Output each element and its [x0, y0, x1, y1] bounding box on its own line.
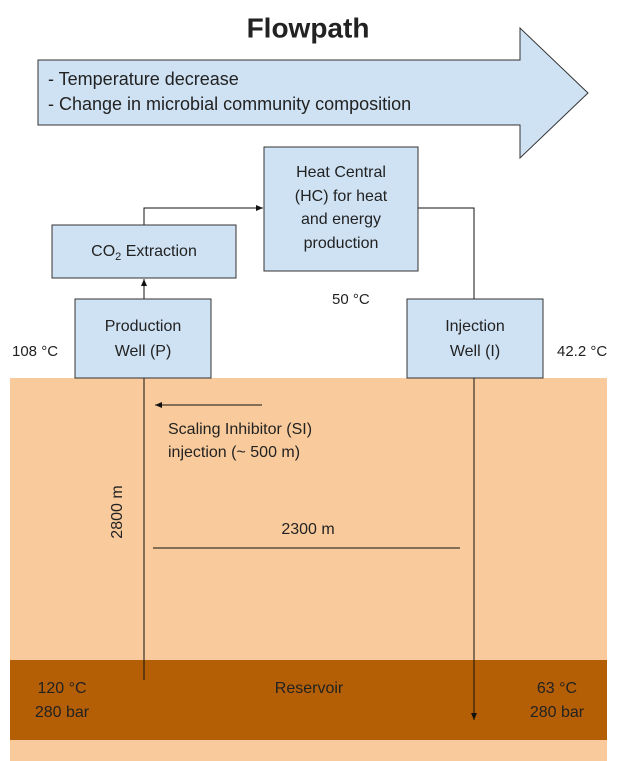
reservoir-layer [10, 660, 607, 740]
node-text: Production [105, 318, 182, 335]
flow-arrow [37, 26, 589, 160]
node-text: Well (P) [115, 343, 172, 360]
subscript: 2 [115, 251, 121, 263]
label: Reservoir [275, 680, 344, 697]
node-text: Injection [445, 318, 505, 335]
connector [143, 205, 263, 225]
node-text: (HC) for heat [295, 188, 388, 205]
node-text: and energy [301, 211, 381, 228]
node-text: Heat Central [296, 164, 386, 181]
text-part: Extraction [121, 243, 197, 260]
label: 120 °C [37, 680, 86, 697]
node-text: production [304, 235, 379, 252]
ground [10, 378, 607, 660]
label: 280 bar [35, 704, 90, 721]
text-part: CO [91, 243, 115, 260]
label: 42.2 °C [557, 343, 607, 360]
flow-text: - Temperature decrease [48, 69, 239, 89]
label: 2800 m [109, 485, 126, 538]
injection-pipe [418, 207, 477, 720]
ground-bottom [10, 740, 607, 761]
node-text: Well (I) [450, 343, 500, 360]
co2-box [51, 224, 237, 279]
label: injection (~ 500 m) [168, 444, 300, 461]
label: Scaling Inhibitor (SI) [168, 421, 312, 438]
injection-well-box [406, 298, 544, 379]
label: 2300 m [281, 521, 334, 538]
label: 280 bar [530, 704, 585, 721]
flow-text: - Change in microbial community composit… [48, 94, 411, 114]
heat-central-box [263, 146, 419, 272]
label: 50 °C [332, 291, 370, 308]
title: Flowpath [247, 12, 370, 43]
production-well-box [74, 298, 212, 379]
label: 108 °C [12, 343, 58, 360]
node-text: CO2 Extraction [91, 243, 197, 263]
label: 63 °C [537, 680, 577, 697]
